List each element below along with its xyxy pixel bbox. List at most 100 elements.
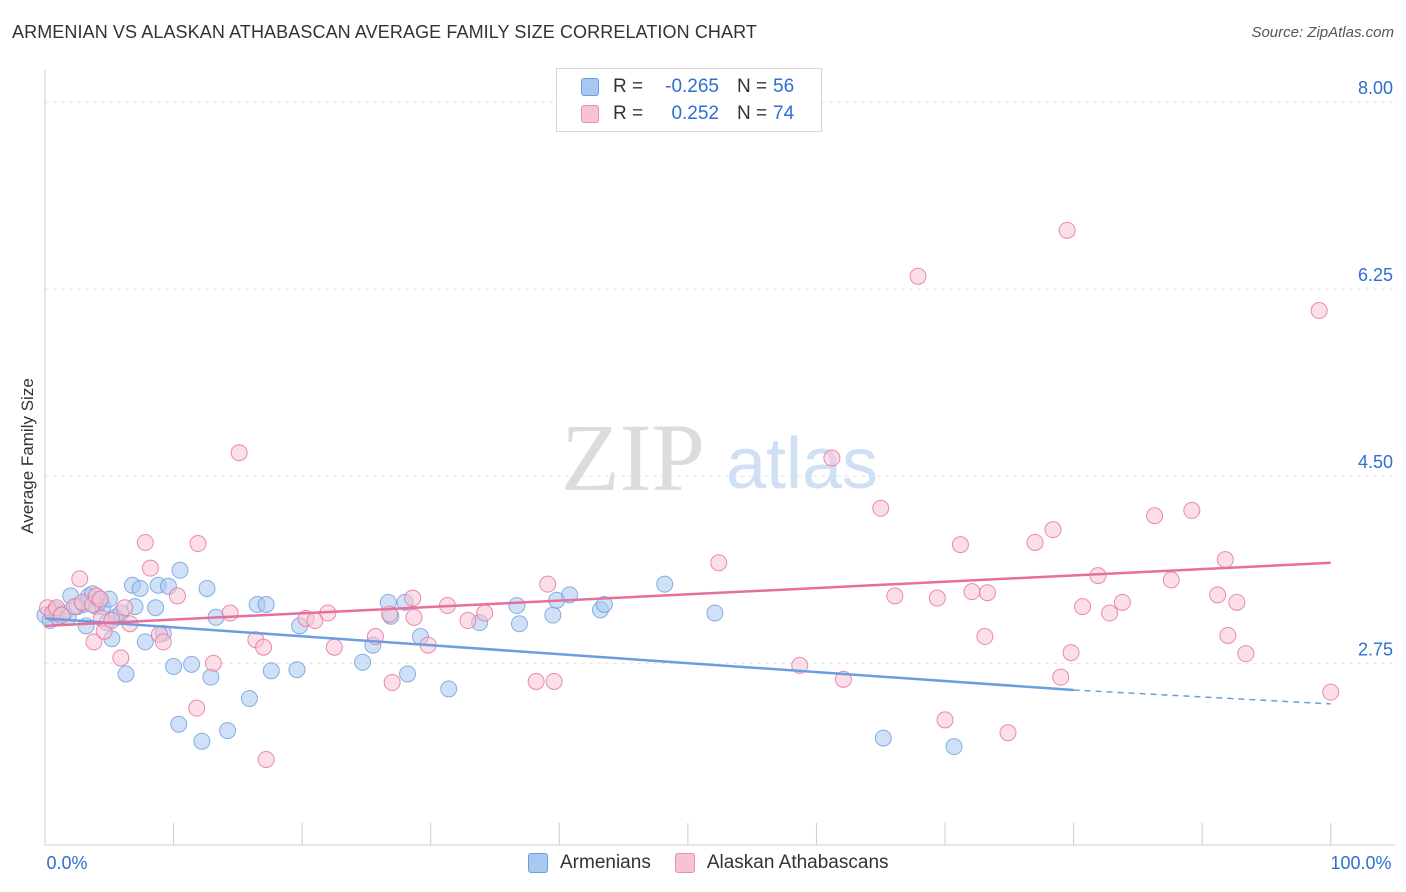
bottom-legend-label: Armenians (560, 852, 651, 873)
alaskan-athabascan-point (823, 449, 841, 467)
armenian-point (874, 729, 892, 747)
alaskan-athabascan-point (976, 628, 994, 646)
alaskan-athabascan-point (872, 499, 890, 517)
alaskan-athabascan-point (1216, 551, 1234, 569)
alaskan-athabascan-point (85, 633, 103, 651)
watermark-zip: ZIP (561, 404, 705, 511)
alaskan-athabascan-point (545, 672, 563, 690)
armenian-point (165, 657, 183, 675)
alaskan-athabascan-point (1219, 626, 1237, 644)
alaskan-athabascan-point (951, 536, 969, 554)
alaskan-athabascan-point (1074, 598, 1092, 616)
alaskan-athabascan-point (1062, 644, 1080, 662)
armenian-point (202, 668, 220, 686)
alaskan-athabascan-point (255, 638, 273, 656)
bottom-legend-swatch-armenians (528, 853, 548, 873)
source-label: Source: ZipAtlas.com (1251, 24, 1394, 41)
tick-label-layer: 2.75 4.50 6.25 8.00 0.0% 100.0% (46, 78, 1393, 873)
legend-swatch-armenians (581, 78, 599, 96)
legend-n-label: N = (737, 76, 768, 97)
x-tick-label: 100.0% (1330, 853, 1391, 873)
legend-n-label: N = (737, 103, 768, 124)
alaskan-athabascan-point (886, 587, 904, 605)
armenian-point (288, 661, 306, 679)
armenian-point (183, 655, 201, 673)
alaskan-athabascan-point (116, 599, 134, 617)
alaskan-athabascan-point (189, 535, 207, 553)
armenian-point (656, 575, 674, 593)
grid-layer (45, 101, 1395, 664)
armenian-point (198, 579, 216, 597)
alaskan-athabascan-point (963, 583, 981, 601)
alaskan-athabascan-point (1058, 221, 1076, 239)
armenian-point (354, 653, 372, 671)
armenian-point (508, 597, 526, 615)
alaskan-athabascan-point (404, 589, 422, 607)
alaskan-athabascan-point (112, 649, 130, 667)
alaskan-athabascan-point (91, 590, 109, 608)
legend-r-label: R = (613, 76, 644, 97)
armenian-point (544, 606, 562, 624)
alaskan-athabascan-trend-line (44, 561, 1331, 628)
alaskan-athabascan-point (978, 584, 996, 602)
alaskan-athabascan-point (936, 711, 954, 729)
alaskan-athabascan-point (71, 570, 89, 588)
alaskan-athabascan-point (383, 674, 401, 692)
alaskan-athabascan-point (1310, 302, 1328, 320)
armenian-point (147, 599, 165, 617)
alaskan-athabascan-point (325, 638, 343, 656)
x-tick-label: 0.0% (46, 853, 87, 873)
watermark-atlas: atlas (726, 424, 878, 504)
bottom-legend-item-alaskan-athabascans: Alaskan Athabascans (674, 852, 889, 874)
armenian-point (399, 665, 417, 683)
alaskan-athabascan-point (154, 633, 172, 651)
legend-swatch-alaskan-athabascans (581, 105, 599, 123)
armenian-point (595, 595, 613, 613)
alaskan-athabascan-point (928, 589, 946, 607)
alaskan-athabascan-point (136, 533, 154, 551)
armenian-point (510, 615, 528, 633)
alaskan-athabascan-point (459, 612, 477, 630)
alaskan-athabascan-point (204, 654, 222, 672)
bottom-legend-item-armenians: Armenians (528, 852, 651, 874)
alaskan-athabascan-point (1113, 593, 1131, 611)
y-tick-label: 6.25 (1358, 265, 1393, 285)
bottom-legend: Armenians Alaskan Athabascans (528, 852, 913, 874)
legend-r-value: -0.265 (665, 76, 719, 97)
armenian-point (257, 595, 275, 613)
armenian-point (706, 604, 724, 622)
legend-n-value: 74 (773, 103, 795, 124)
legend-r-label: R = (613, 103, 644, 124)
alaskan-athabascan-point (103, 612, 121, 630)
armenian-point (170, 715, 188, 733)
legend-r-value: 0.252 (671, 103, 719, 124)
alaskan-athabascan-point (1228, 593, 1246, 611)
y-tick-label: 8.00 (1358, 78, 1393, 98)
alaskan-athabascan-point (1209, 586, 1227, 604)
alaskan-athabascan-point (141, 559, 159, 577)
alaskan-athabascan-point (230, 444, 248, 462)
bottom-legend-label: Alaskan Athabascans (706, 852, 889, 873)
y-tick-label: 2.75 (1358, 639, 1393, 659)
armenian-point (136, 633, 154, 651)
armenian-trend-line (44, 617, 1074, 692)
alaskan-athabascan-point (539, 575, 557, 593)
watermark: ZIP atlas (561, 404, 878, 511)
armenian-point (440, 680, 458, 698)
alaskan-athabascan-point (1162, 571, 1180, 589)
alaskan-athabascan-point (909, 267, 927, 285)
alaskan-athabascan-point (188, 699, 206, 717)
legend-row-alaskan-athabascans: R = 0.252 N = 74 (581, 102, 794, 126)
y-tick-label: 4.50 (1358, 452, 1393, 472)
legend-n-value: 56 (773, 76, 795, 97)
alaskan-athabascan-point (527, 672, 545, 690)
alaskan-athabascan-point (1044, 521, 1062, 539)
alaskan-athabascan-point (1101, 604, 1119, 622)
armenian-trend-line-extension (1073, 689, 1331, 705)
armenian-point (193, 732, 211, 750)
alaskan-athabascan-point (1183, 501, 1201, 519)
armenian-point (131, 579, 149, 597)
armenian-point (117, 665, 135, 683)
alaskan-athabascan-point (257, 750, 275, 768)
